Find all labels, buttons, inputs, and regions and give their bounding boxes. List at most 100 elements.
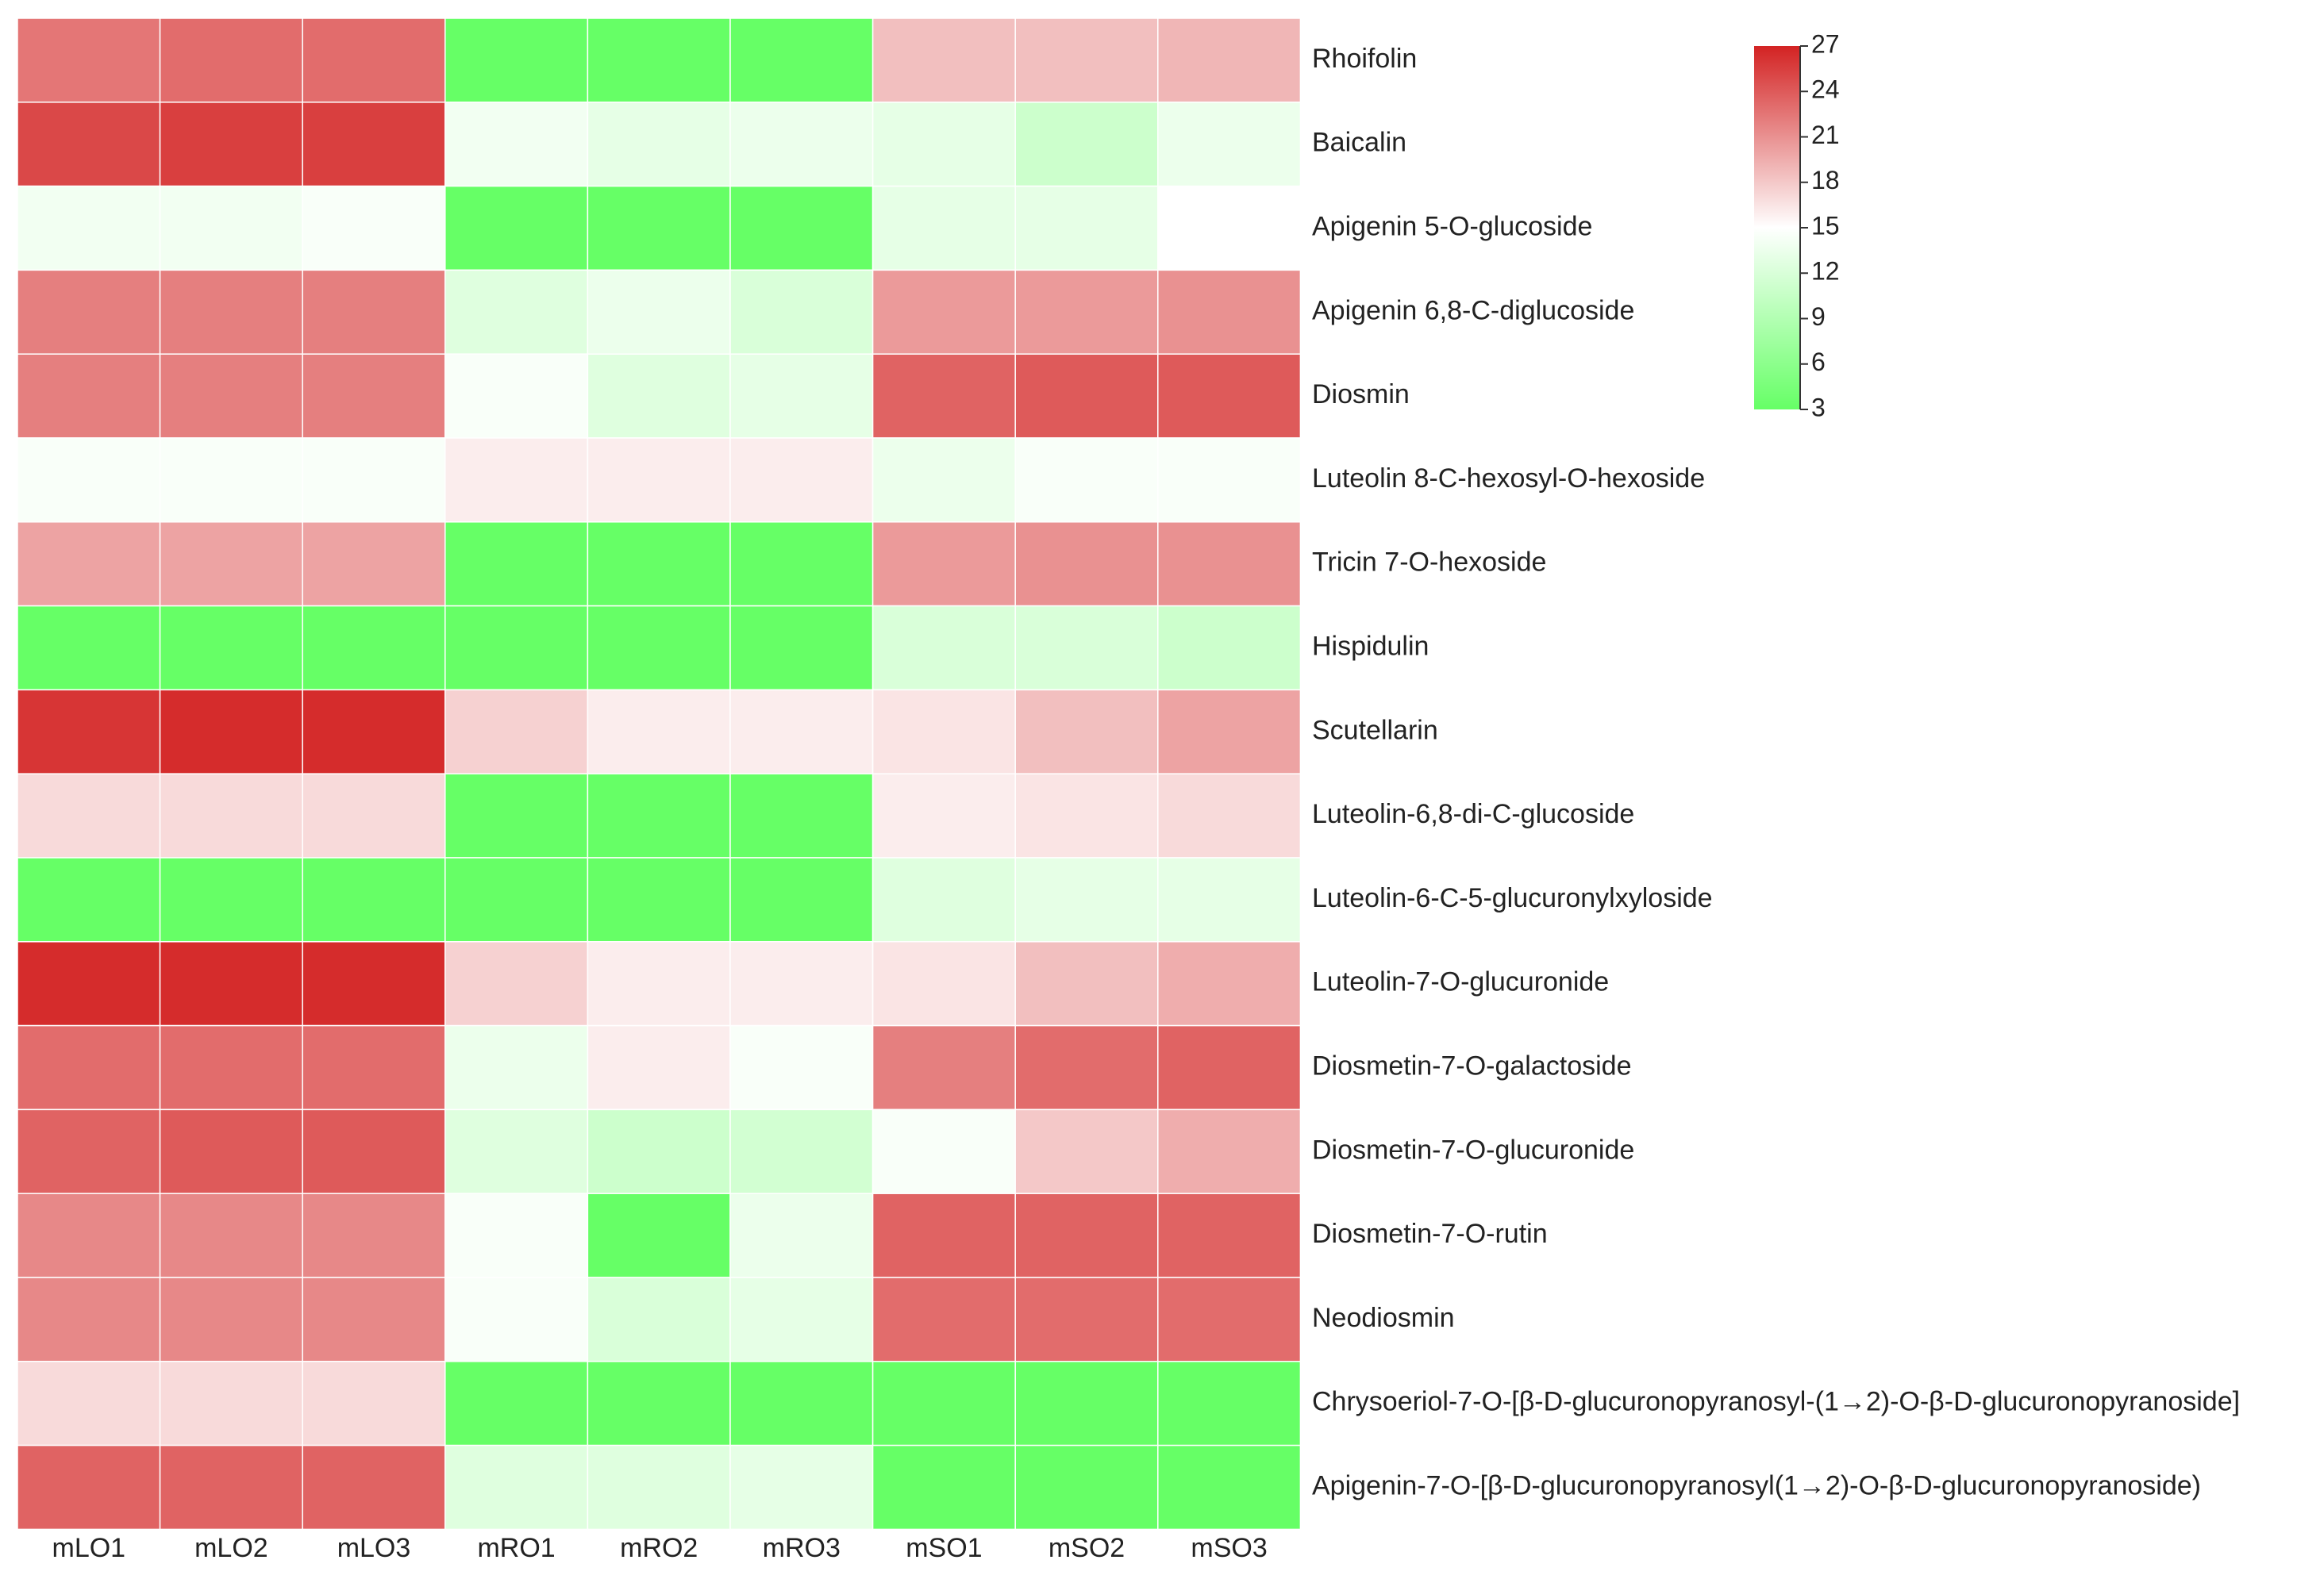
heatmap-cell — [444, 1108, 589, 1194]
heatmap-cell — [444, 185, 589, 271]
row-label: Apigenin-7-O-[β-D-glucuronopyranosyl(1→2… — [1312, 1470, 2201, 1500]
heatmap-cell — [729, 1444, 874, 1531]
heatmap-cell — [1157, 1444, 1302, 1531]
heatmap-cell — [1014, 1277, 1159, 1362]
heatmap-cell — [587, 17, 731, 103]
heatmap-cell — [17, 605, 161, 691]
heatmap-cell — [872, 1108, 1016, 1194]
heatmap-cell — [1157, 1024, 1302, 1111]
heatmap-cell — [159, 521, 303, 607]
heatmap-cell — [1014, 353, 1159, 439]
heatmap-cell — [1014, 1444, 1159, 1531]
heatmap-cell — [17, 689, 161, 774]
heatmap-cell — [17, 17, 161, 103]
heatmap-cell — [302, 941, 446, 1027]
heatmap-cell — [1157, 353, 1302, 439]
heatmap-cell — [587, 102, 731, 187]
heatmap-cell — [1014, 521, 1159, 607]
heatmap-cell — [17, 269, 161, 355]
heatmap-cell — [1157, 269, 1302, 355]
row-label: Apigenin 5-O-glucoside — [1312, 211, 1592, 241]
heatmap-cell — [587, 437, 731, 523]
heatmap-cell — [1014, 857, 1159, 943]
row-label: Hispidulin — [1312, 631, 1429, 661]
heatmap-cell — [159, 941, 303, 1027]
row-label: Neodiosmin — [1312, 1303, 1455, 1333]
colorbar-tick-label: 12 — [1811, 257, 1840, 286]
heatmap-cell — [159, 1444, 303, 1531]
heatmap-cell — [729, 521, 874, 607]
heatmap-cell — [444, 102, 589, 187]
heatmap-cell — [17, 857, 161, 943]
column-label: mRO3 — [763, 1533, 841, 1563]
heatmap-cell — [872, 17, 1016, 103]
colorbar: 27 24 21 18 15 12 9 6 3 — [1754, 29, 1840, 421]
heatmap-cell — [729, 353, 874, 439]
heatmap-cell — [729, 1361, 874, 1446]
row-label: Diosmetin-7-O-rutin — [1312, 1219, 1548, 1249]
heatmap-cell — [302, 605, 446, 691]
heatmap-cell — [1157, 437, 1302, 523]
heatmap-cell — [159, 102, 303, 187]
heatmap-cell — [729, 437, 874, 523]
heatmap-cell — [444, 857, 589, 943]
heatmap-cell — [17, 1024, 161, 1111]
heatmap-cell — [444, 1024, 589, 1111]
heatmap-cell — [444, 689, 589, 774]
heatmap-cell — [159, 1193, 303, 1278]
heatmap-cell — [1014, 1108, 1159, 1194]
row-label: Scutellarin — [1312, 715, 1438, 745]
heatmap-cell — [444, 1193, 589, 1278]
heatmap-cell — [729, 1024, 874, 1111]
row-label: Apigenin 6,8-C-diglucoside — [1312, 295, 1634, 325]
heatmap-cell — [302, 353, 446, 439]
colorbar-ticks: 27 24 21 18 15 12 9 6 3 — [1799, 29, 1840, 421]
column-label: mLO2 — [194, 1533, 268, 1563]
heatmap-cell — [17, 1444, 161, 1531]
heatmap-cell — [17, 353, 161, 439]
heatmap-cell — [302, 102, 446, 187]
heatmap-cell — [729, 1108, 874, 1194]
heatmap-cell — [1157, 185, 1302, 271]
heatmap-cell — [17, 1277, 161, 1362]
heatmap-cell — [1014, 185, 1159, 271]
row-labels: Rhoifolin Baicalin Apigenin 5-O-glucoside A… — [1312, 44, 2240, 1501]
heatmap-cell — [872, 941, 1016, 1027]
heatmap-cell — [1157, 521, 1302, 607]
heatmap-cell — [302, 185, 446, 271]
row-label: Diosmetin-7-O-galactoside — [1312, 1051, 1632, 1081]
heatmap-cell — [587, 773, 731, 859]
heatmap-cell — [302, 269, 446, 355]
heatmap-cell — [1157, 605, 1302, 691]
heatmap-cell — [872, 857, 1016, 943]
heatmap-cell — [302, 1024, 446, 1111]
heatmap-cells — [17, 17, 1302, 1531]
heatmap-cell — [17, 1361, 161, 1446]
colorbar-tick-label: 3 — [1811, 393, 1826, 421]
heatmap-cell — [159, 773, 303, 859]
column-label: mRO1 — [477, 1533, 555, 1563]
heatmap-cell — [159, 1277, 303, 1362]
heatmap-cell — [1014, 1024, 1159, 1111]
heatmap-cell — [1157, 17, 1302, 103]
row-label: Diosmin — [1312, 379, 1410, 409]
heatmap-cell — [302, 1361, 446, 1446]
row-label: Baicalin — [1312, 128, 1406, 158]
heatmap-cell — [444, 941, 589, 1027]
heatmap-cell — [159, 17, 303, 103]
heatmap-cell — [1014, 17, 1159, 103]
colorbar-tick-label: 21 — [1811, 121, 1840, 149]
row-label: Rhoifolin — [1312, 44, 1417, 74]
heatmap-cell — [159, 1108, 303, 1194]
heatmap-cell — [587, 605, 731, 691]
heatmap-cell — [444, 17, 589, 103]
heatmap-cell — [587, 1024, 731, 1111]
heatmap-cell — [159, 1361, 303, 1446]
heatmap-cell — [587, 185, 731, 271]
row-label: Luteolin-6-C-5-glucuronylxyloside — [1312, 883, 1713, 913]
heatmap-cell — [444, 773, 589, 859]
heatmap-cell — [1014, 1361, 1159, 1446]
heatmap-cell — [444, 1277, 589, 1362]
heatmap-cell — [302, 1277, 446, 1362]
